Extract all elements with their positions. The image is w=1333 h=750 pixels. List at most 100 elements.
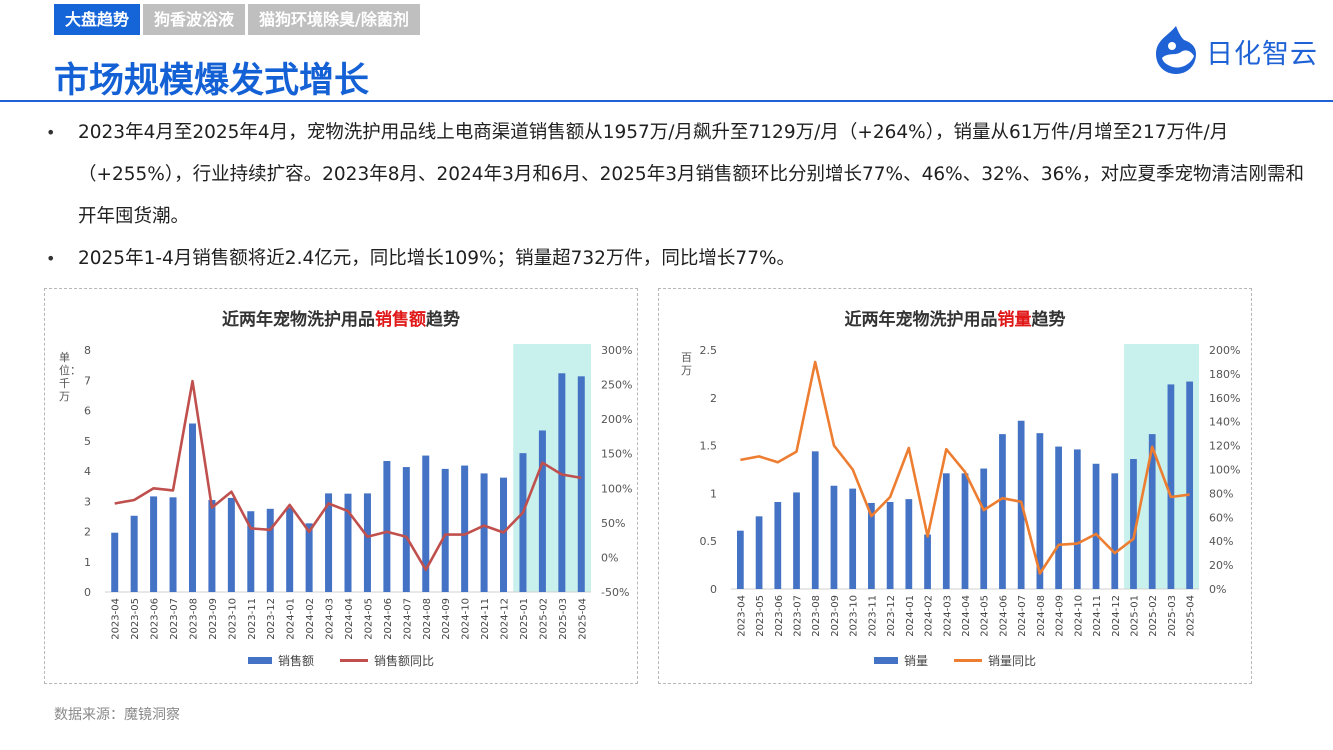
sales-bar (500, 477, 508, 592)
logo-text: 日化智云 (1206, 39, 1318, 70)
sales-y-tick-label: 2 (84, 526, 91, 539)
sales-x-tick-label: 2024-06 (383, 598, 394, 640)
volume-x-tick-label: 2024-01 (905, 595, 916, 637)
volume-x-tick-label: 2023-05 (755, 595, 766, 637)
volume-y-tick-label: 2 (710, 392, 717, 405)
sales-x-tick-label: 2023-12 (266, 598, 277, 640)
tab-dog-shampoo[interactable]: 狗香波浴液 (143, 4, 246, 35)
sales-bar (344, 493, 352, 592)
volume-bar (999, 434, 1006, 589)
sales-unit-label: 单位：千万 (59, 351, 81, 403)
volume-bar (755, 516, 763, 589)
sales-x-tick-label: 2024-09 (441, 598, 452, 640)
volume-x-tick-label: 2025-02 (1148, 595, 1159, 637)
volume-x-tick-label: 2023-12 (886, 595, 897, 637)
sales-x-tick-label: 2023-05 (130, 598, 141, 640)
sales-x-tick-label: 2023-08 (188, 598, 199, 640)
legend-volume: 销量 (873, 652, 928, 669)
sales-x-tick-label: 2023-10 (227, 598, 238, 640)
volume-chart-panel: 0 0.5 1 1.5 2 2.5 0% 20% 40% 60% 80% 100% 120% 140% 16… (658, 288, 1252, 684)
sales-bar (130, 515, 138, 592)
brand-logo: 日化智云 (1148, 22, 1317, 80)
volume-x-tick-label: 2023-08 (811, 595, 822, 637)
volume-x-tick-label: 2024-07 (1017, 595, 1028, 637)
volume-bar (811, 451, 819, 589)
sales-x-tick-label: 2024-12 (500, 598, 511, 640)
volume-yoy-line (740, 360, 1190, 575)
volume-x-tick-label: 2024-02 (924, 595, 935, 637)
sales-bar (461, 465, 469, 592)
tab-deodorant[interactable]: 猫狗环境除臭/除菌剂 (248, 4, 420, 35)
sales-legend: 销售额 销售额同比 (45, 652, 637, 669)
sales-bar (558, 373, 566, 592)
sales-x-tick-label: 2024-08 (422, 598, 433, 640)
volume-y2-tick-label: 140% (1209, 416, 1240, 429)
volume-bar (849, 488, 857, 589)
volume-x-tick-label: 2023-04 (736, 595, 747, 637)
volume-bar (886, 502, 894, 589)
volume-bar (1055, 446, 1062, 589)
volume-x-tick-label: 2024-10 (1073, 595, 1084, 637)
volume-y2-tick-label: 20% (1209, 559, 1233, 572)
volume-y2-tick-label: 40% (1209, 535, 1233, 548)
page-title: 市场规模爆发式增长 (54, 61, 370, 101)
sales-bar (188, 423, 196, 592)
volume-x-tick-label: 2024-06 (998, 595, 1009, 637)
sales-bar (422, 455, 430, 592)
volume-bar (1111, 473, 1119, 589)
sales-x-tick-label: 2023-11 (247, 598, 258, 640)
volume-x-tick-label: 2024-08 (1036, 595, 1047, 637)
volume-y2-tick-label: 160% (1209, 392, 1240, 405)
cloud-drop-icon (1156, 26, 1196, 74)
sales-x-tick-label: 2025-03 (558, 598, 569, 640)
sales-y-tick-label: 0 (84, 586, 91, 599)
volume-y2-tick-label: 100% (1209, 464, 1240, 477)
volume-bar (1073, 449, 1081, 589)
sales-chart-title: 近两年宠物洗护用品销售额趋势 (222, 310, 460, 330)
volume-x-tick-label: 2025-03 (1167, 595, 1178, 637)
sales-x-tick-label: 2024-01 (286, 598, 297, 640)
sales-bar (111, 532, 119, 592)
sales-x-tick-label: 2024-05 (363, 598, 374, 640)
bullet-item: 2023年4月至2025年4月，宠物洗护用品线上电商渠道销售额从1957万/月飙… (44, 112, 1304, 238)
summary-bullets: 2023年4月至2025年4月，宠物洗护用品线上电商渠道销售额从1957万/月飙… (44, 112, 1304, 280)
volume-bar (868, 502, 875, 589)
title-divider (0, 100, 1333, 102)
tab-market-trend[interactable]: 大盘趋势 (54, 4, 141, 35)
sales-bar (266, 508, 274, 592)
sales-x-tick-label: 2025-02 (538, 598, 549, 640)
sales-yoy-line (114, 379, 582, 572)
volume-y-tick-label: 1.5 (700, 440, 718, 453)
sales-x-tick-label: 2024-03 (325, 598, 336, 640)
volume-x-tick-label: 2025-01 (1129, 595, 1140, 637)
sales-bar (538, 430, 546, 592)
sales-y-tick-label: 7 (84, 374, 91, 387)
sales-x-tick-label: 2023-06 (150, 598, 161, 640)
legend-sales-yoy: 销售额同比 (340, 652, 434, 669)
sales-bar (305, 523, 313, 592)
sales-y2-tick-label: 300% (601, 344, 632, 357)
volume-bar (1130, 458, 1137, 589)
sales-bar (383, 461, 391, 592)
volume-bar (942, 473, 950, 589)
sales-x-tick-label: 2024-07 (402, 598, 413, 640)
volume-bar (793, 492, 800, 589)
volume-bar (1186, 381, 1194, 589)
legend-sales: 销售额 (247, 652, 314, 669)
volume-bar (980, 468, 988, 589)
sales-x-tick-label: 2025-04 (577, 598, 588, 640)
top-tabs: 大盘趋势 狗香波浴液 猫狗环境除臭/除菌剂 (54, 4, 423, 35)
volume-bar (961, 473, 969, 589)
volume-y2-tick-label: 200% (1209, 344, 1240, 357)
sales-y2-tick-label: -50% (601, 586, 629, 599)
legend-volume-yoy: 销量同比 (954, 652, 1036, 669)
sales-bar (402, 467, 410, 592)
sales-y-tick-label: 8 (84, 344, 91, 357)
volume-bar (1036, 433, 1044, 589)
sales-bar (519, 453, 527, 592)
sales-bar (169, 497, 177, 592)
sales-bar (363, 493, 371, 592)
sales-chart-panel: 0 1 2 3 4 5 6 7 8 -50% 0% 50% 100% 150% 200% 250% 300% 20… (44, 288, 638, 684)
volume-bar (1148, 434, 1156, 589)
volume-x-tick-label: 2023-06 (774, 595, 785, 637)
